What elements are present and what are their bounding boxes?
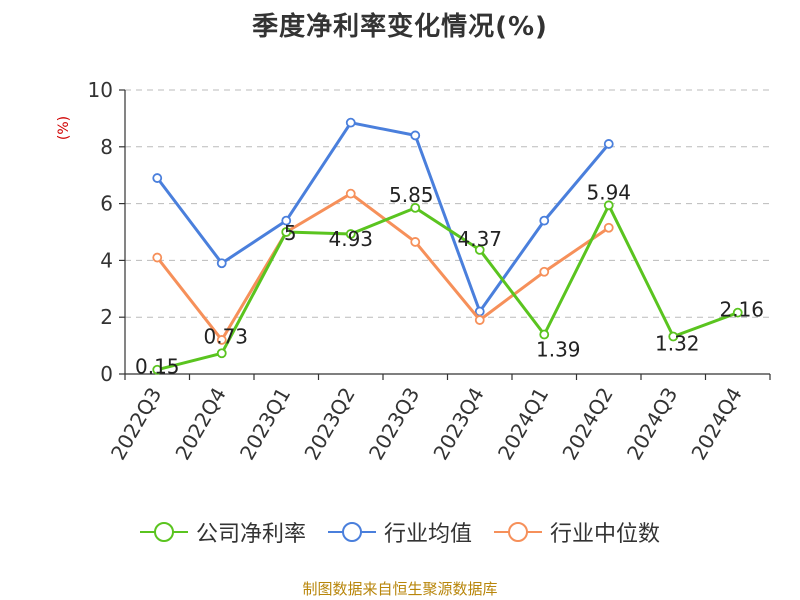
data-label: 1.32 xyxy=(655,332,700,356)
data-point xyxy=(539,329,550,340)
legend-label-company: 公司净利率 xyxy=(195,522,306,547)
data-label: 4.37 xyxy=(457,227,502,251)
data-label: 2.16 xyxy=(719,298,764,322)
data-point xyxy=(410,202,421,213)
x-tick-label: 2023Q4 xyxy=(428,383,488,464)
chart-title: 季度净利率变化情况(%) xyxy=(252,12,548,42)
data-point xyxy=(474,315,485,325)
series-line-1 xyxy=(156,121,610,313)
legend-item-company[interactable]: 公司净利率 xyxy=(139,516,306,548)
x-tick-label: 2023Q1 xyxy=(235,383,295,464)
data-point xyxy=(603,222,614,233)
data-source-footer: 制图数据来自恒生聚源数据库 xyxy=(302,580,498,598)
legend-label-industry-mean: 行业均值 xyxy=(383,522,472,547)
data-point xyxy=(281,215,292,226)
data-point xyxy=(152,173,163,183)
data-point xyxy=(345,229,356,239)
legend-item-industry-median[interactable]: 行业中位数 xyxy=(494,516,660,548)
y-tick-label: 8 xyxy=(100,135,113,159)
data-label: 0.15 xyxy=(135,355,180,379)
data-label: 5.85 xyxy=(389,183,434,207)
data-label: 0.73 xyxy=(203,324,248,348)
data-point xyxy=(474,244,485,255)
legend-item-industry-mean[interactable]: 行业均值 xyxy=(327,516,472,548)
y-tick-label: 6 xyxy=(100,192,113,216)
data-point xyxy=(216,258,227,269)
legend-label-industry-median: 行业中位数 xyxy=(550,522,661,547)
y-tick-label: 4 xyxy=(100,248,113,272)
data-point xyxy=(410,237,421,247)
y-axis-label: (%) xyxy=(56,116,72,140)
data-point xyxy=(152,252,163,263)
data-point xyxy=(152,364,163,375)
data-point xyxy=(668,331,679,342)
series-line-2 xyxy=(156,192,610,342)
data-point xyxy=(410,130,421,141)
x-tick-label: 2024Q1 xyxy=(493,383,553,464)
y-tick-label: 0 xyxy=(100,362,113,386)
data-label: 1.39 xyxy=(536,338,581,362)
data-point xyxy=(539,215,550,226)
data-point xyxy=(603,200,614,211)
y-tick-label: 2 xyxy=(100,305,113,329)
x-tick-label: 2023Q3 xyxy=(364,383,424,464)
legend-swatch-industry-median xyxy=(494,522,542,542)
series-line-0 xyxy=(156,203,739,372)
x-tick-label: 2024Q2 xyxy=(557,383,617,464)
data-point xyxy=(603,139,614,149)
x-tick-label: 2022Q3 xyxy=(106,383,166,464)
legend: 公司净利率 行业均值 行业中位数 xyxy=(0,516,800,548)
y-tick-label: 10 xyxy=(88,78,113,102)
data-point xyxy=(539,266,550,277)
legend-swatch-company xyxy=(139,522,188,542)
x-tick-label: 2024Q3 xyxy=(622,383,682,464)
data-point xyxy=(345,117,356,128)
x-tick-label: 2023Q2 xyxy=(299,383,359,464)
data-point xyxy=(216,348,227,359)
legend-swatch-industry-mean xyxy=(327,522,376,542)
data-label: 5.94 xyxy=(586,180,631,204)
data-point xyxy=(216,335,227,345)
data-point xyxy=(281,227,292,237)
x-tick-label: 2022Q4 xyxy=(170,383,230,464)
data-label: 4.93 xyxy=(328,227,373,251)
line-chart: 0 2 4 6 8 10 (%) 2022Q3 2022Q4 2023Q1 2023Q2 2023Q3… xyxy=(56,78,771,464)
data-point xyxy=(732,307,743,318)
data-point xyxy=(345,188,356,199)
data-label: 5 xyxy=(284,221,297,245)
x-tick-label: 2024Q4 xyxy=(686,383,746,464)
